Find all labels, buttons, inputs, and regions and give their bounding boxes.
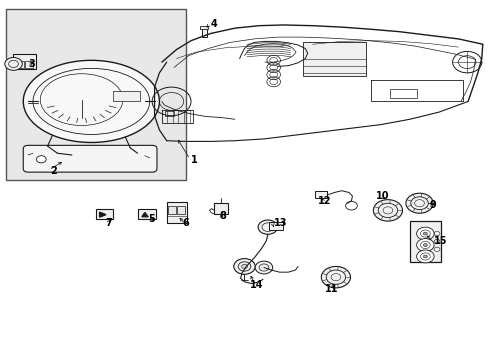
Circle shape (255, 261, 272, 274)
Circle shape (423, 244, 427, 247)
Text: 7: 7 (105, 218, 111, 228)
Bar (314, 191, 326, 198)
Bar (13, 54, 36, 69)
Bar (200, 26, 207, 29)
Bar (166, 202, 187, 223)
Circle shape (5, 58, 22, 70)
Ellipse shape (23, 60, 159, 143)
Text: 14: 14 (249, 280, 263, 291)
Text: 5: 5 (148, 214, 155, 224)
Text: 2: 2 (50, 166, 57, 176)
Text: 6: 6 (183, 218, 189, 228)
Circle shape (321, 266, 350, 288)
Bar (25, 62, 33, 68)
Text: 10: 10 (376, 191, 389, 201)
Circle shape (416, 239, 433, 251)
Circle shape (372, 200, 402, 221)
Bar (302, 42, 366, 76)
Bar (164, 111, 174, 116)
FancyBboxPatch shape (23, 145, 157, 172)
Text: 11: 11 (325, 284, 338, 294)
Circle shape (241, 264, 247, 269)
Text: 13: 13 (273, 218, 286, 228)
Bar (177, 206, 185, 214)
Bar (409, 221, 441, 262)
Bar (113, 91, 140, 102)
Bar (214, 203, 227, 214)
Bar (14, 62, 24, 68)
Bar (137, 208, 156, 219)
Polygon shape (100, 212, 106, 217)
Bar (268, 222, 283, 230)
Circle shape (423, 232, 427, 235)
Text: 4: 4 (210, 18, 217, 28)
Circle shape (233, 258, 255, 274)
Text: 1: 1 (191, 156, 197, 165)
Text: 9: 9 (428, 200, 435, 210)
Bar (96, 209, 113, 219)
Circle shape (416, 250, 433, 263)
Bar (389, 89, 416, 98)
Bar (168, 206, 176, 214)
Circle shape (416, 227, 433, 240)
Polygon shape (142, 212, 148, 217)
Circle shape (423, 255, 427, 258)
Text: 15: 15 (433, 236, 447, 246)
Circle shape (258, 220, 277, 234)
Bar (201, 28, 206, 37)
Bar (6, 9, 186, 180)
Circle shape (405, 193, 432, 213)
Circle shape (36, 156, 46, 163)
Text: 12: 12 (317, 197, 331, 206)
Text: 3: 3 (28, 59, 35, 69)
Text: 8: 8 (219, 211, 225, 221)
